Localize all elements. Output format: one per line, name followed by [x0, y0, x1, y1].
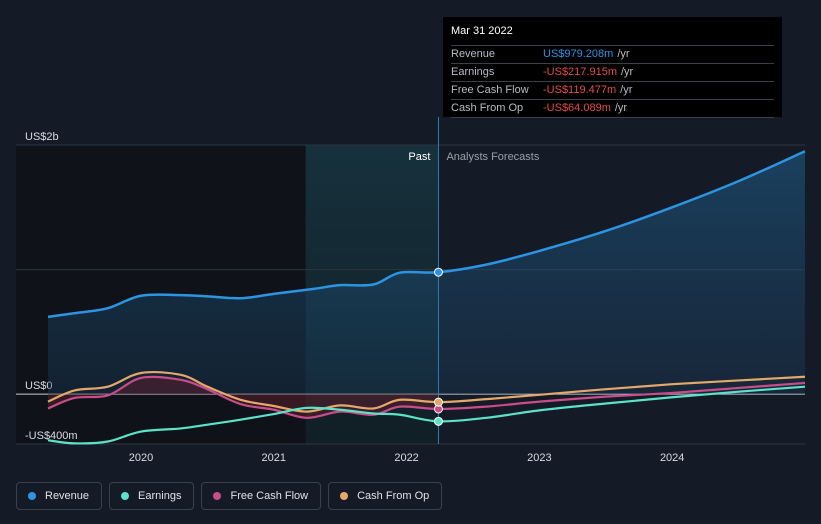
x-tick-label: 2020	[129, 452, 153, 464]
legend-label: Free Cash Flow	[230, 490, 309, 502]
legend-label: Revenue	[45, 490, 90, 502]
negative-area	[48, 376, 439, 418]
free-cash-flow-dot-icon	[213, 492, 222, 500]
series-line-cash-from-op	[47, 371, 806, 413]
tooltip-date: Mar 31 2022	[451, 23, 774, 46]
series-line-free-cash-flow	[47, 375, 806, 419]
legend: Revenue Earnings Free Cash Flow Cash Fro…	[16, 482, 443, 510]
legend-item-cash-from-op[interactable]: Cash From Op	[328, 482, 443, 510]
earnings-dot-icon	[121, 492, 130, 500]
y-tick-label: -US$400m	[25, 430, 78, 442]
legend-label: Cash From Op	[357, 490, 430, 502]
tooltip-label: Cash From Op	[451, 102, 524, 114]
tooltip-label: Free Cash Flow	[451, 84, 529, 96]
tooltip-label: Earnings	[451, 66, 495, 78]
x-tick-label: 2022	[394, 452, 418, 464]
tooltip-value: -US$217.915m	[543, 66, 617, 78]
legend-item-free-cash-flow[interactable]: Free Cash Flow	[201, 482, 322, 510]
data-point-earnings	[433, 416, 443, 426]
legend-item-revenue[interactable]: Revenue	[16, 482, 103, 510]
legend-item-earnings[interactable]: Earnings	[109, 482, 195, 510]
y-tick-label: US$0	[25, 380, 53, 392]
tooltip-unit: /yr	[614, 102, 628, 114]
tooltip-label: Revenue	[451, 48, 496, 60]
tooltip: Mar 31 2022 Revenue US$979.208m /yr Earn…	[443, 17, 782, 118]
tooltip-row-cash-from-op: Cash From Op -US$64.089m /yr	[451, 100, 774, 118]
tooltip-value: -US$119.477m	[543, 84, 617, 96]
tooltip-value: -US$64.089m	[543, 102, 611, 114]
y-tick-label: US$2b	[25, 131, 59, 143]
forecast-label: Analysts Forecasts	[446, 151, 539, 163]
series-line-earnings	[47, 385, 806, 445]
data-point-revenue	[433, 267, 443, 277]
tooltip-unit: /yr	[621, 66, 634, 78]
tooltip-row-earnings: Earnings -US$217.915m /yr	[451, 64, 774, 82]
tooltip-unit: /yr	[617, 48, 630, 60]
data-point-cash-from-op	[433, 397, 443, 407]
past-label: Past	[408, 151, 430, 163]
tooltip-value: US$979.208m	[543, 48, 614, 60]
revenue-dot-icon	[28, 492, 36, 500]
x-tick-label: 2021	[262, 452, 286, 464]
cash-from-op-dot-icon	[340, 492, 349, 500]
legend-label: Earnings	[138, 490, 182, 502]
series-line-revenue	[47, 150, 806, 319]
tooltip-row-free-cash-flow: Free Cash Flow -US$119.477m /yr	[451, 82, 774, 100]
tooltip-unit: /yr	[620, 84, 633, 96]
x-tick-label: 2024	[660, 452, 684, 464]
tooltip-row-revenue: Revenue US$979.208m /yr	[451, 46, 774, 64]
x-tick-label: 2023	[527, 452, 551, 464]
